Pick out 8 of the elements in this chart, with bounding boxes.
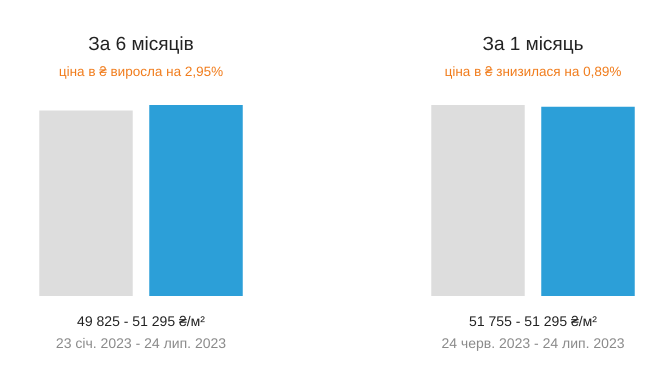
text: 49 825 - 51 295 ₴/м² [76, 313, 206, 329]
text: 23 січ. 2023 - 24 лип. 2023 [54, 335, 228, 351]
chart-title: За 1 місяць [481, 34, 585, 56]
chart-subtitle: ціна в ₴ знизилася на 0,89% [444, 64, 622, 79]
text: 51 755 - 51 295 ₴/м² [468, 313, 598, 329]
chart-subtitle: ціна в ₴ виросла на 2,95% [58, 64, 224, 79]
chart-title: За 6 місяців [87, 34, 195, 56]
text: 24 черв. 2023 - 24 лип. 2023 [440, 335, 626, 351]
